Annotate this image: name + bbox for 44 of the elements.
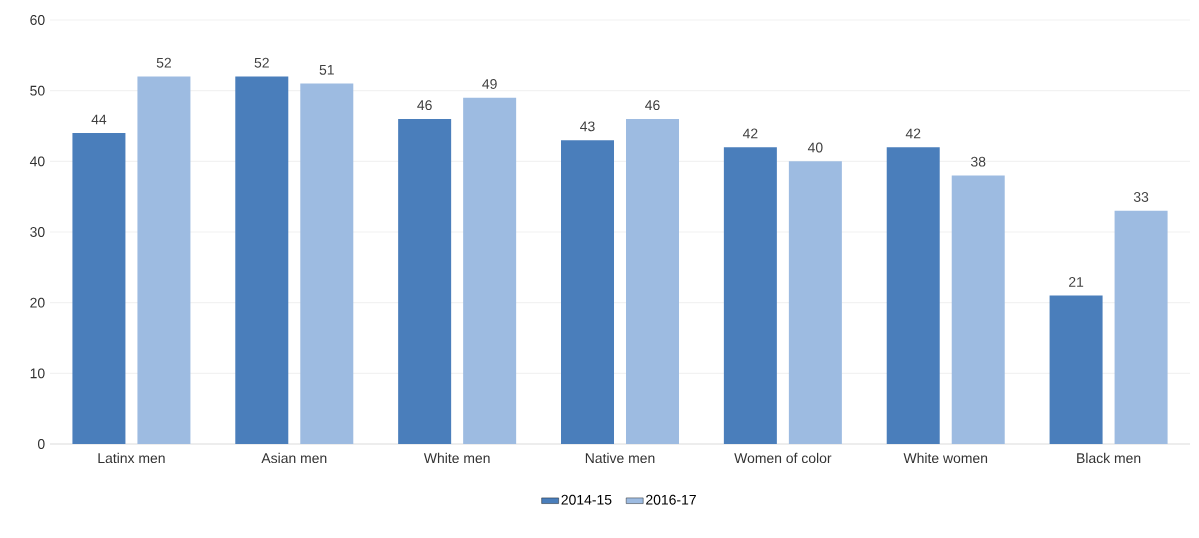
y-tick-label: 30 bbox=[30, 227, 45, 237]
x-tick-label: White men bbox=[423, 452, 490, 464]
data-label: 40 bbox=[807, 142, 823, 153]
data-label: 49 bbox=[482, 79, 497, 89]
bar bbox=[1114, 210, 1168, 444]
data-label: 43 bbox=[580, 121, 595, 132]
bar bbox=[951, 175, 1005, 444]
bar bbox=[886, 147, 940, 444]
x-tick-label: Asian men bbox=[261, 452, 327, 464]
bar bbox=[1049, 295, 1103, 444]
bar bbox=[788, 161, 842, 444]
data-label: 33 bbox=[1133, 192, 1149, 202]
bar bbox=[300, 83, 354, 444]
data-label: 42 bbox=[905, 128, 921, 139]
y-tick-label: 20 bbox=[30, 297, 45, 308]
data-label: 42 bbox=[742, 128, 758, 139]
bar bbox=[561, 140, 614, 444]
data-label: 21 bbox=[1069, 277, 1084, 287]
x-tick-label: Latinx men bbox=[98, 452, 165, 464]
x-tick-label: White women bbox=[903, 452, 988, 464]
y-tick-label: 50 bbox=[30, 85, 45, 96]
data-label: 38 bbox=[971, 156, 986, 167]
bar bbox=[72, 133, 126, 444]
x-tick-label: Native men bbox=[585, 452, 655, 464]
y-tick-label: 0 bbox=[37, 439, 45, 449]
legend-label: 2014-15 bbox=[561, 494, 612, 505]
data-label: 51 bbox=[319, 65, 334, 75]
bar bbox=[723, 147, 777, 444]
data-label: 52 bbox=[254, 57, 269, 68]
y-tick-label: 40 bbox=[29, 156, 45, 167]
bar bbox=[137, 76, 191, 444]
legend-label: 2016-17 bbox=[646, 494, 696, 505]
bar bbox=[235, 76, 289, 444]
y-tick-label: 60 bbox=[30, 15, 45, 25]
data-label: 46 bbox=[417, 100, 432, 111]
data-label: 52 bbox=[156, 57, 171, 68]
bar bbox=[463, 97, 517, 444]
x-tick-label: Black men bbox=[1077, 452, 1141, 464]
y-tick-label: 10 bbox=[30, 368, 45, 379]
bar bbox=[626, 118, 680, 444]
data-label: 44 bbox=[91, 114, 107, 125]
bar bbox=[398, 118, 452, 444]
data-label: 46 bbox=[645, 100, 660, 111]
x-tick-label: Women of color bbox=[734, 452, 832, 464]
